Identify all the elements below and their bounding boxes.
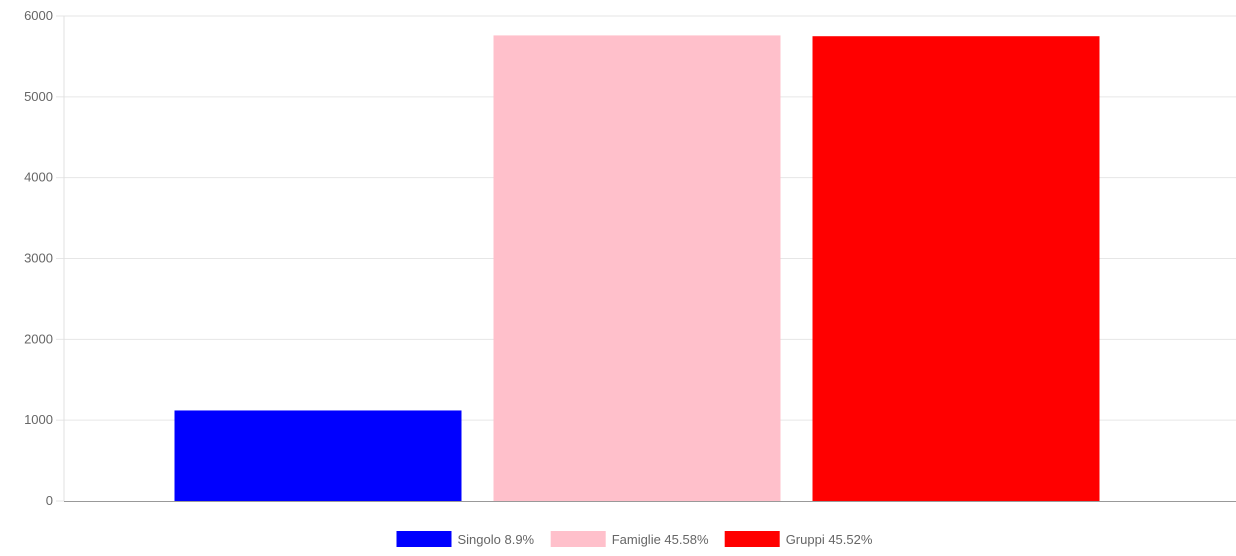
axes xyxy=(63,16,1236,502)
bar-1[interactable] xyxy=(174,410,462,501)
bars xyxy=(174,35,1100,502)
y-tick-label: 5000 xyxy=(24,89,53,104)
y-tick-label: 3000 xyxy=(24,251,53,266)
bar-3[interactable] xyxy=(812,36,1100,501)
y-tick-label: 2000 xyxy=(24,331,53,346)
legend: Singolo 8.9% Famiglie 45.58% Gruppi 45.52% xyxy=(396,531,873,547)
legend-item-3[interactable]: Gruppi 45.52% xyxy=(724,531,873,547)
y-tick-label: 6000 xyxy=(24,8,53,23)
legend-item-1[interactable]: Singolo 8.9% xyxy=(396,531,535,547)
y-tick-label: 0 xyxy=(46,493,53,508)
legend-item-2[interactable]: Famiglie 45.58% xyxy=(550,531,709,547)
y-tick-label: 1000 xyxy=(24,412,53,427)
bar-2[interactable] xyxy=(493,35,781,502)
legend-label: Gruppi 45.52% xyxy=(786,532,873,547)
legend-label: Famiglie 45.58% xyxy=(612,532,709,547)
y-axis-ticks: 0 1000 2000 3000 4000 5000 6000 xyxy=(24,8,53,508)
legend-swatch xyxy=(396,531,452,547)
legend-label: Singolo 8.9% xyxy=(458,532,535,547)
legend-swatch xyxy=(724,531,780,547)
y-tick-label: 4000 xyxy=(24,170,53,185)
legend-swatch xyxy=(550,531,606,547)
